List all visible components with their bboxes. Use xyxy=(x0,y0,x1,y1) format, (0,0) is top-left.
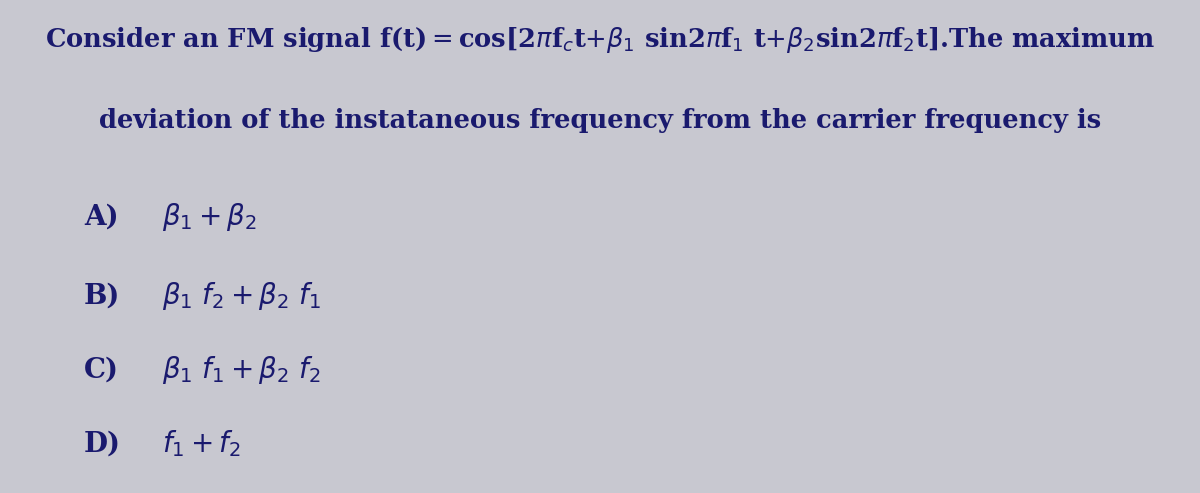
Text: $\beta_1 + \beta_2$: $\beta_1 + \beta_2$ xyxy=(162,201,257,233)
Text: $\beta_1\ f_1 + \beta_2\ f_2$: $\beta_1\ f_1 + \beta_2\ f_2$ xyxy=(162,354,320,386)
Text: $\beta_1\ f_2 + \beta_2\ f_1$: $\beta_1\ f_2 + \beta_2\ f_1$ xyxy=(162,280,322,312)
Text: $f_1 + f_2$: $f_1 + f_2$ xyxy=(162,428,241,459)
Text: D): D) xyxy=(84,430,121,457)
Text: Consider an FM signal f(t)$=$cos[2$\pi$f$_c$t$+\beta_1$ sin2$\pi$f$_1$ t$+\beta_: Consider an FM signal f(t)$=$cos[2$\pi$f… xyxy=(44,25,1156,55)
Text: deviation of the instataneous frequency from the carrier frequency is: deviation of the instataneous frequency … xyxy=(98,108,1102,134)
Text: B): B) xyxy=(84,282,120,309)
Text: C): C) xyxy=(84,356,119,383)
Text: A): A) xyxy=(84,204,119,230)
